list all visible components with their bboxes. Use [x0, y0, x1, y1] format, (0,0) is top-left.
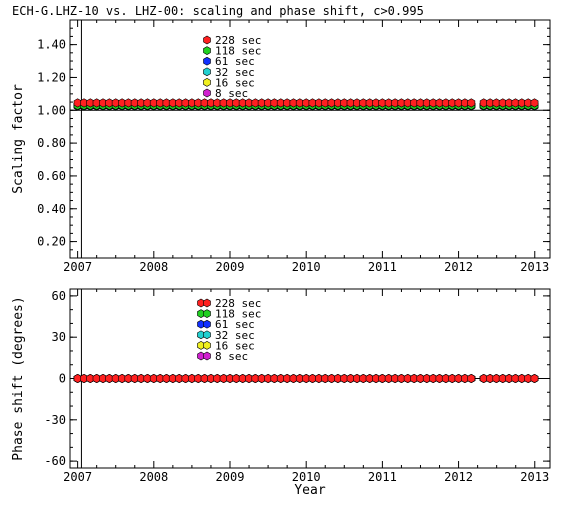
chart-title: ECH-G.LHZ-10 vs. LHZ-00: scaling and pha…: [12, 4, 424, 18]
x-tick-label: 2011: [368, 470, 397, 484]
legend-swatch: [203, 67, 211, 77]
x-tick-label: 2010: [292, 260, 321, 274]
y-tick-label: 1.20: [37, 70, 66, 84]
legend-swatch: [203, 35, 211, 45]
y-tick-label: 60: [52, 289, 66, 303]
series-228-sec: [73, 373, 539, 384]
x-tick-label: 2009: [216, 260, 245, 274]
legend-label: 118 sec: [215, 308, 261, 321]
legend-swatch: [203, 351, 211, 361]
legend-label: 16 sec: [215, 76, 255, 89]
y-tick-label: 1.40: [37, 38, 66, 52]
legend-label: 61 sec: [215, 318, 255, 331]
legend-label: 228 sec: [215, 297, 261, 310]
x-tick-label: 2012: [444, 470, 473, 484]
legend-label: 61 sec: [215, 55, 255, 68]
legend-label: 228 sec: [215, 34, 261, 47]
x-tick-label: 2013: [520, 260, 549, 274]
y-tick-label: 0.60: [37, 169, 66, 183]
y-tick-label: 30: [52, 330, 66, 344]
y-tick-label: 0.80: [37, 136, 66, 150]
legend-swatch: [203, 319, 211, 329]
y-tick-label: 0.40: [37, 202, 66, 216]
x-tick-label: 2007: [63, 260, 92, 274]
x-tick-label: 2012: [444, 260, 473, 274]
legend-swatch: [203, 56, 211, 66]
y-tick-label: 1.00: [37, 103, 66, 117]
x-tick-label: 2009: [216, 470, 245, 484]
legend-label: 32 sec: [215, 66, 255, 79]
x-tick-label: 2008: [139, 470, 168, 484]
series-228-sec: [73, 98, 539, 108]
y-tick-label: -60: [44, 454, 66, 468]
legend-swatch: [203, 330, 211, 340]
legend-swatch: [203, 341, 211, 350]
x-tick-label: 2011: [368, 260, 397, 274]
legend-label: 8 sec: [215, 350, 248, 363]
legend-swatch: [203, 309, 211, 318]
legend-label: 16 sec: [215, 339, 255, 352]
y-axis-label: Scaling factor: [11, 84, 26, 194]
data-point: [530, 98, 539, 108]
y-axis-label: Phase shift (degrees): [11, 296, 26, 460]
y-tick-label: 0: [59, 372, 66, 386]
legend-swatch: [203, 88, 211, 98]
data-point: [467, 373, 476, 384]
legend-swatch: [203, 78, 211, 87]
x-tick-label: 2010: [292, 470, 321, 484]
x-axis-label: Year: [294, 483, 325, 498]
data-point: [467, 98, 476, 108]
legend-swatch: [203, 46, 211, 55]
y-tick-label: 0.20: [37, 235, 66, 249]
y-tick-label: -30: [44, 413, 66, 427]
data-point: [530, 373, 539, 384]
phase-shift-panel: 2007 2008 2009 2010 2011 2012 2013 -60 -30 0 30 60 P…: [11, 288, 551, 498]
plot-frame: [69, 19, 551, 259]
legend-label: 32 sec: [215, 329, 255, 342]
legend-label: 118 sec: [215, 45, 261, 58]
scaling-factor-panel: 2007 2008 2009 2010 2011 2012 2013 0.20 0.40 0.60…: [11, 19, 551, 274]
x-tick-label: 2008: [139, 260, 168, 274]
legend-swatch: [203, 298, 211, 308]
x-tick-label: 2007: [63, 470, 92, 484]
x-tick-label: 2013: [520, 470, 549, 484]
legend-label: 8 sec: [215, 87, 248, 100]
